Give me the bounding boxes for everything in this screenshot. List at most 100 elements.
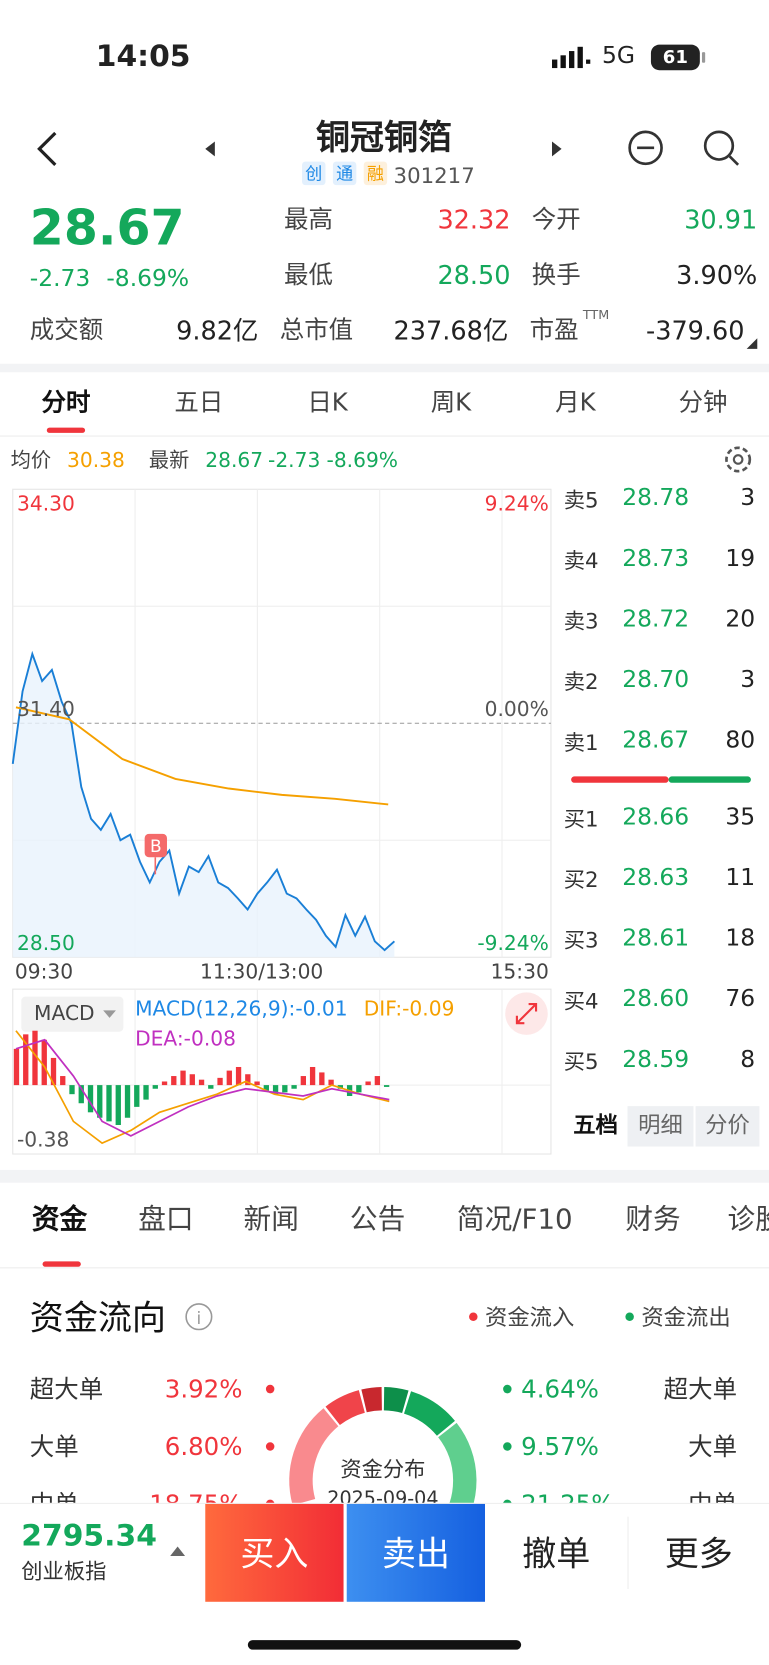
macd-bar [272,1085,279,1095]
level-price: 28.78 [622,485,690,512]
price-line [11,650,396,952]
level-price: 28.66 [622,804,690,832]
stat-label: 今开 [531,206,581,234]
latest-change: -2.73 [268,449,321,473]
macd-bar [319,1072,325,1086]
macd-bar [245,1074,251,1086]
macd-tick-label: -0.38 [17,1128,70,1153]
badge-bg [302,161,326,186]
index-name: 创业板指 [21,1557,107,1584]
chart-tab[interactable]: 日K [307,388,348,417]
macd-bar [383,1085,390,1087]
macd-bar [115,1085,121,1125]
inflow-segment [289,1408,339,1506]
level-price: 28.72 [622,606,690,634]
chart-tab[interactable]: 五日 [174,388,224,417]
macd-bar [87,1085,94,1113]
macd-bar [134,1085,140,1107]
expand-arrow[interactable] [170,1546,186,1557]
book-tab[interactable]: 五档 [573,1112,618,1139]
x-tick-label: 11:30/13:00 [199,960,324,985]
back-icon[interactable] [37,131,57,166]
y-tick-label: 34.30 [17,492,75,517]
outflow-dot [503,1384,512,1394]
level-label: 买4 [563,987,599,1014]
chart-tab[interactable]: 周K [430,388,472,417]
level-label: 买5 [563,1048,599,1074]
dif-value: DIF:-0.09 [363,997,455,1022]
section-tab[interactable]: 新闻 [243,1203,299,1236]
macd-bar [235,1066,242,1086]
info-icon[interactable] [185,1303,213,1331]
badge: 通 [336,163,354,185]
badge-bg [332,161,357,186]
book-tab[interactable]: 明细 [638,1112,683,1139]
remove-icon[interactable] [628,130,663,166]
book-tab[interactable]: 分价 [705,1112,750,1139]
chart-tab[interactable]: 分钟 [678,388,728,417]
dea-line [15,1038,390,1137]
stat-value: 3.90% [676,260,758,291]
stock-code: 301217 [393,162,475,188]
change: -2.73 [29,266,91,293]
level-volume: 3 [740,667,756,694]
macd-grid [134,989,503,1155]
section-tab[interactable]: 简况/F10 [456,1203,573,1236]
section-tab[interactable]: 盘口 [138,1203,194,1236]
stat-value: 237.68亿 [393,316,509,346]
legend-label: 资金流出 [641,1305,731,1331]
macd-bar [291,1085,297,1089]
inflow-segment [361,1386,383,1413]
macd-bar [69,1085,75,1095]
macd-frame [12,988,552,1155]
sell-button[interactable]: 卖出 [346,1503,486,1602]
section-title: 资金流向 [29,1297,166,1339]
buy-button[interactable]: 买入 [205,1503,344,1602]
dif-line [15,1030,390,1145]
level-price: 28.59 [622,1046,690,1074]
price-area [12,654,395,958]
next-icon[interactable] [552,141,562,157]
macd-bar [328,1079,334,1086]
cancel-button[interactable]: 撤单 [522,1533,591,1575]
macd-bar [78,1085,84,1104]
macd-selector[interactable] [21,996,124,1032]
level-price: 28.73 [622,546,690,573]
tab-bg [695,1106,760,1147]
macd-bar [300,1076,306,1086]
section-tab[interactable]: 诊股 [727,1203,769,1236]
chart-tab[interactable]: 月K [555,388,596,417]
section-tab[interactable]: 公告 [349,1203,406,1236]
macd-bar [23,1034,29,1086]
search-icon[interactable] [703,130,735,161]
more-button[interactable]: 更多 [664,1533,733,1575]
level-volume: 3 [740,485,756,512]
macd-bar [226,1070,232,1086]
level-volume: 76 [725,986,756,1013]
prev-icon[interactable] [205,141,215,157]
order-size: 超大单 [29,1376,104,1404]
stat-label: 最高 [283,206,333,234]
macd-bar [263,1085,269,1091]
badge: 创 [305,163,323,185]
chart-tab[interactable]: 分时 [41,388,91,417]
inflow-segment [325,1390,366,1426]
tab-bg [627,1106,694,1147]
macd-value: MACD(12,26,9):-0.01 [135,997,348,1022]
y-tick-label: 31.40 [17,697,75,722]
legend-dot [469,1312,478,1321]
trade-marker [144,833,167,858]
macd-bar [282,1085,288,1093]
macd-bar [152,1085,158,1089]
stat-label-sup: TTM [582,306,610,322]
macd-selector-label[interactable]: MACD [34,1002,95,1026]
inflow-dot [265,1442,275,1451]
bid-ratio [571,776,669,783]
separator [0,1169,769,1183]
section-tab[interactable]: 资金 [31,1203,88,1236]
settings-icon[interactable] [725,446,752,473]
section-tab[interactable]: 财务 [625,1203,681,1236]
macd-bar [309,1066,316,1086]
level-label: 买2 [563,866,599,892]
